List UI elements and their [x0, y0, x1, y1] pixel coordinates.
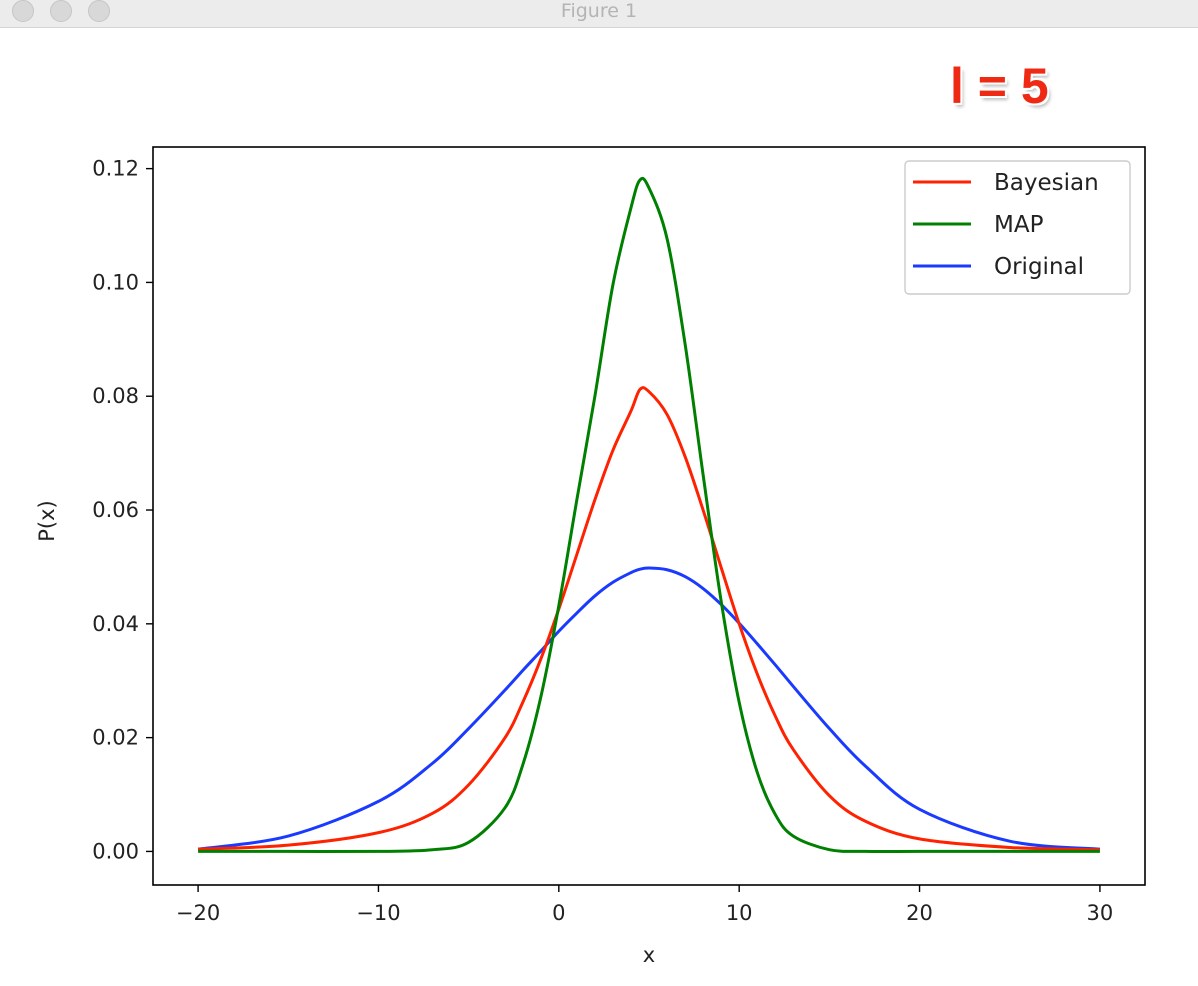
x-tick-label: 0 — [552, 901, 565, 925]
x-tick-label: 30 — [1087, 901, 1114, 925]
legend: Bayesian MAP Original — [905, 161, 1130, 294]
y-tick-label: 0.04 — [92, 612, 139, 636]
legend-label-bayesian: Bayesian — [994, 170, 1099, 196]
x-tick-label: 20 — [906, 901, 933, 925]
y-tick-label: 0.12 — [92, 157, 139, 181]
legend-label-map: MAP — [994, 212, 1044, 238]
y-tick-label: 0.02 — [92, 726, 139, 750]
x-tick-label: −20 — [176, 901, 220, 925]
legend-label-original: Original — [994, 254, 1084, 280]
y-tick-label: 0.08 — [92, 384, 139, 408]
y-tick-label: 0.10 — [92, 270, 139, 294]
x-tick-label: 10 — [726, 901, 753, 925]
x-axis-label: x — [643, 943, 655, 967]
y-tick-label: 0.00 — [92, 839, 139, 863]
y-tick-label: 0.06 — [92, 498, 139, 522]
x-tick-label: −10 — [356, 901, 400, 925]
y-axis-label: P(x) — [35, 500, 59, 541]
